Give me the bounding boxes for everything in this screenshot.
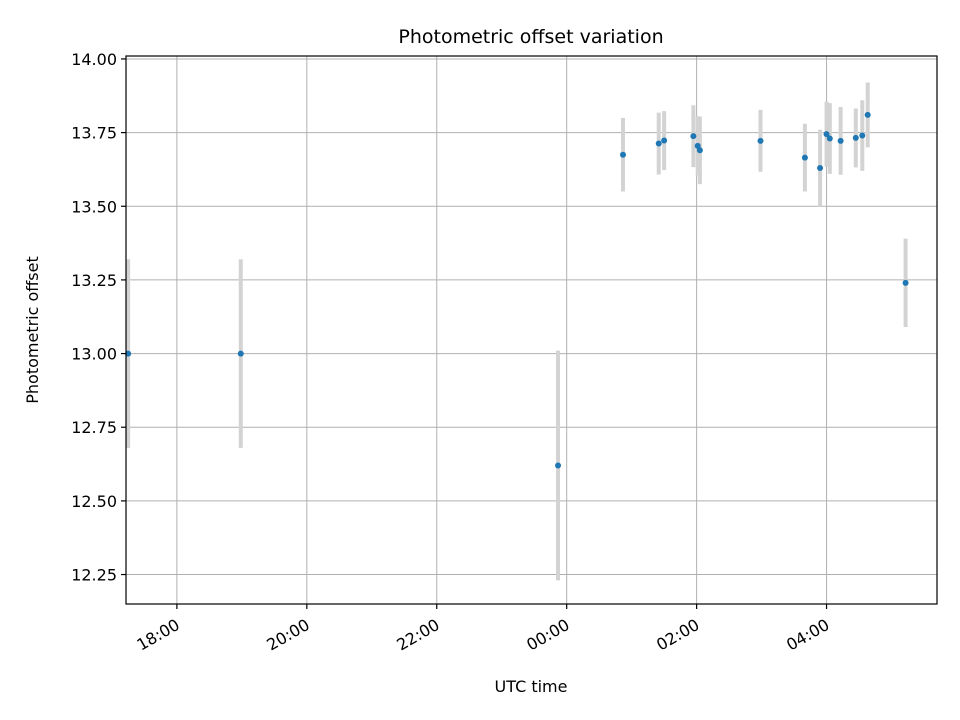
data-point — [823, 131, 830, 138]
data-point — [864, 111, 871, 118]
y-tick-label: 12.50 — [71, 492, 117, 511]
y-tick-label: 12.75 — [71, 418, 117, 437]
data-point — [619, 151, 626, 158]
plot-frame — [125, 55, 938, 605]
chart-title: Photometric offset variation — [398, 26, 663, 48]
y-tick-label: 13.25 — [71, 271, 117, 290]
data-point — [837, 137, 844, 144]
data-point — [902, 279, 909, 286]
data-point — [555, 462, 562, 469]
data-point — [817, 164, 824, 171]
y-axis: 12.25 12.50 12.75 13.00 13.25 13.50 13.75 14.00 — [71, 50, 126, 585]
data-point — [696, 147, 703, 154]
y-tick-label: 12.25 — [71, 566, 117, 585]
y-tick-label: 13.75 — [71, 124, 117, 143]
data-point — [757, 137, 764, 144]
y-axis-title: Photometric offset — [23, 256, 42, 404]
plot-area — [126, 56, 937, 604]
y-tick-label: 13.00 — [71, 345, 117, 364]
grid-lines — [126, 56, 937, 604]
data-point — [801, 154, 808, 161]
data-point — [852, 134, 859, 141]
data-point — [826, 135, 833, 142]
y-tick-label: 14.00 — [71, 50, 117, 69]
data-point — [125, 350, 132, 357]
y-tick-label: 13.50 — [71, 197, 117, 216]
data-point — [661, 137, 668, 144]
data-point — [237, 350, 244, 357]
data-point — [655, 140, 662, 147]
data-point — [690, 133, 697, 140]
data-point — [859, 132, 866, 139]
x-axis-title: UTC time — [495, 677, 568, 696]
data-points — [125, 111, 909, 469]
